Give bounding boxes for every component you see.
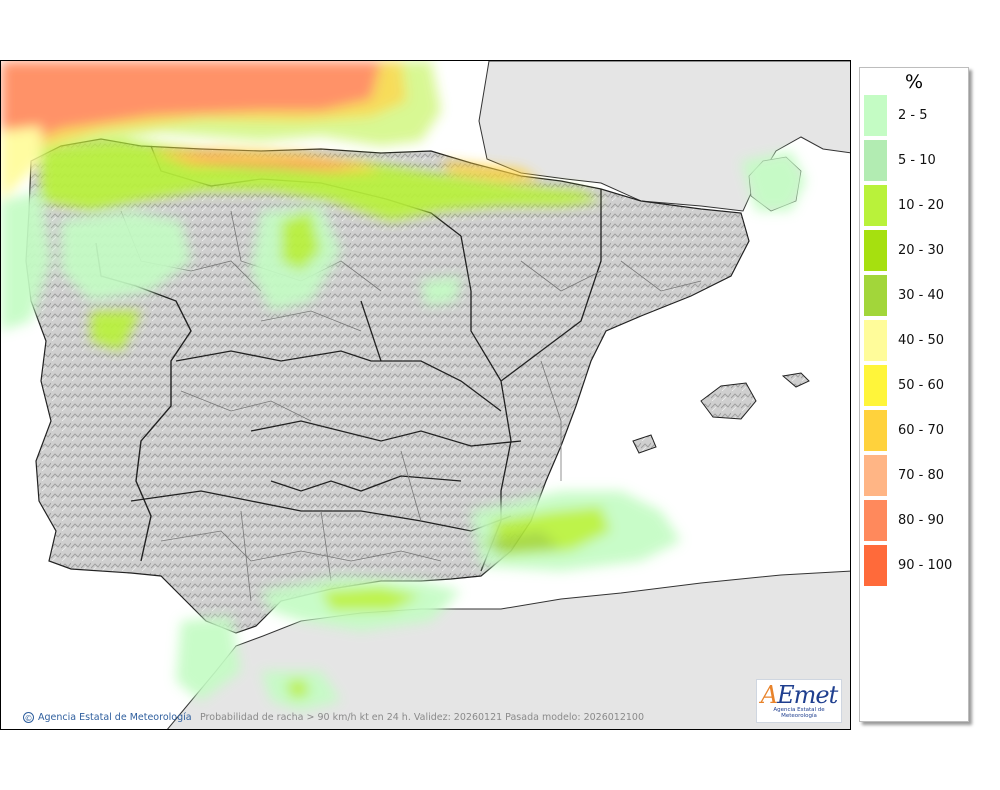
legend-label: 20 - 30 (898, 243, 945, 258)
legend-label: 90 - 100 (898, 558, 953, 573)
mallorca-island (700, 382, 757, 420)
legend-label: 10 - 20 (898, 198, 945, 213)
legend-item: 40 - 50 (864, 320, 944, 361)
menorca-island (781, 372, 810, 388)
legend-item: 80 - 90 (864, 500, 944, 541)
legend-label: 40 - 50 (898, 333, 945, 348)
legend-swatch (864, 95, 887, 136)
legend-label: 5 - 10 (898, 153, 936, 168)
ibiza-island (632, 434, 657, 454)
legend-item: 2 - 5 (864, 95, 928, 136)
legend-swatch (864, 275, 887, 316)
legend-item: 5 - 10 (864, 140, 936, 181)
province-borders (120, 210, 702, 602)
copyright-icon: © (23, 712, 34, 723)
legend-item: 30 - 40 (864, 275, 944, 316)
legend-item: 60 - 70 (864, 410, 944, 451)
legend-swatch (864, 365, 887, 406)
legend-label: 30 - 40 (898, 288, 945, 303)
legend-swatch (864, 500, 887, 541)
legend-label: 2 - 5 (898, 108, 928, 123)
probability-field (1, 61, 806, 711)
legend-swatch (864, 185, 887, 226)
legend-title: % (904, 71, 924, 93)
legend-swatch (864, 230, 887, 271)
map-credit: © Agencia Estatal de Meteorología (23, 712, 192, 723)
legend-swatch (864, 545, 887, 586)
legend-swatch (864, 410, 887, 451)
aemet-logo: AEmet Agencia Estatal de Meteorología (756, 679, 842, 723)
legend-item: 10 - 20 (864, 185, 944, 226)
legend-label: 60 - 70 (898, 423, 945, 438)
logo-wordmark: AEmet (760, 681, 838, 709)
legend-item: 70 - 80 (864, 455, 944, 496)
legend-panel: % 2 - 5 5 - 10 10 - 20 20 - 30 30 - 40 40 - 5… (859, 67, 969, 722)
map-canvas (1, 61, 850, 729)
map-caption: Probabilidad de racha > 90 km/h kt en 24… (200, 712, 645, 723)
legend-swatch (864, 455, 887, 496)
forecast-map: © Agencia Estatal de Meteorología Probab… (0, 60, 851, 730)
legend-item: 90 - 100 (864, 545, 952, 586)
legend-swatch (864, 320, 887, 361)
credit-text: Agencia Estatal de Meteorología (38, 712, 192, 723)
legend-label: 80 - 90 (898, 513, 945, 528)
legend-swatch (864, 140, 887, 181)
logo-subtitle: Agencia Estatal de Meteorología (773, 707, 825, 719)
legend-item: 50 - 60 (864, 365, 944, 406)
legend-label: 50 - 60 (898, 378, 945, 393)
legend-label: 70 - 80 (898, 468, 945, 483)
legend-item: 20 - 30 (864, 230, 944, 271)
